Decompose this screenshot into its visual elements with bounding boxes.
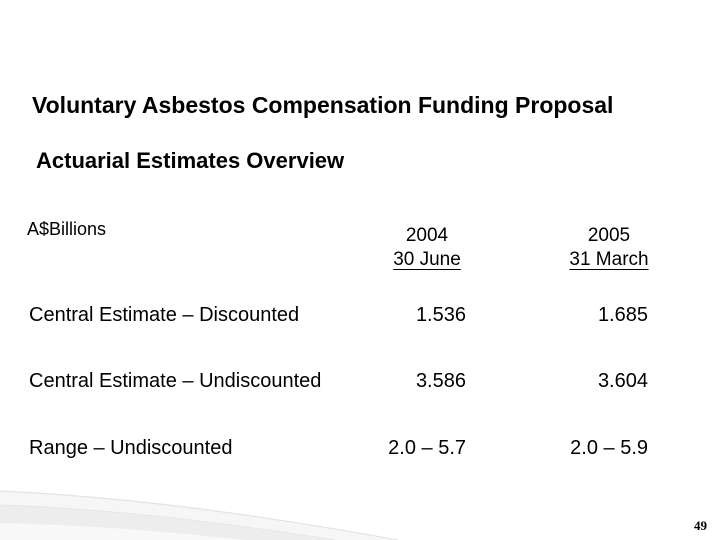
column-date-label: 30 June: [393, 249, 461, 270]
value-cell: 2.0 – 5.9: [570, 437, 648, 459]
value-cell: 3.586: [415, 370, 466, 392]
value-cell: 1.685: [597, 304, 648, 326]
slide-title: Voluntary Asbestos Compensation Funding …: [32, 92, 614, 118]
column-header-2004: 2004 30 June: [352, 224, 502, 272]
slide-subtitle: Actuarial Estimates Overview: [36, 148, 345, 173]
value-cell: 3.604: [597, 370, 648, 392]
column-year-label: 2005: [587, 225, 631, 246]
page-number: 49: [694, 518, 707, 533]
row-label: Central Estimate – Discounted: [29, 304, 300, 326]
row-label: Range – Undiscounted: [29, 437, 233, 459]
column-date-label: 31 March: [569, 249, 649, 270]
units-label: A$Billions: [27, 219, 107, 239]
value-cell: 1.536: [415, 304, 466, 326]
corner-swoosh-decoration: [0, 490, 399, 540]
value-cell: 2.0 – 5.7: [388, 437, 466, 459]
column-year-label: 2004: [405, 225, 449, 246]
row-label: Central Estimate – Undiscounted: [29, 370, 322, 392]
column-header-2005: 2005 31 March: [534, 224, 684, 272]
